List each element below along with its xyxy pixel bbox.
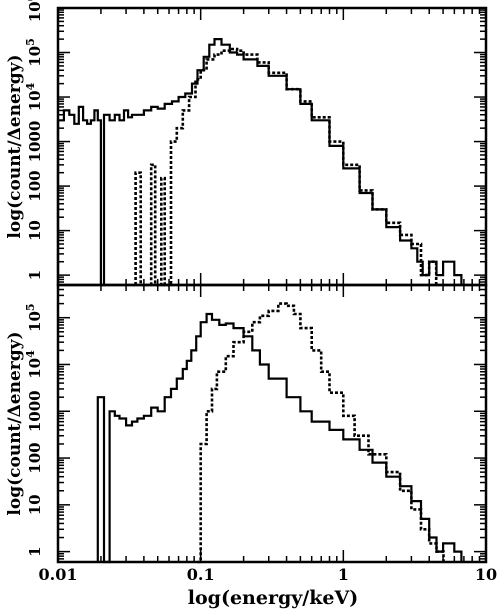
y-tick-label: 100 — [26, 442, 44, 473]
y-tick-label: 10 — [26, 494, 44, 515]
top-panel: 1 10 100 1000 104 105 106 log(count/Δenergy) — [5, 0, 488, 287]
y-tick-label: 1000 — [26, 390, 44, 432]
y-tick-label: 105 — [24, 303, 44, 332]
y-tick-label: 1 — [26, 546, 44, 556]
y-tick-label: 104 — [24, 350, 44, 379]
y-tick-label: 100 — [26, 170, 44, 201]
solid-series-line — [96, 312, 463, 564]
y-tick-label: 1 — [26, 270, 44, 280]
y-tick-label: 10 — [26, 220, 44, 241]
x-tick-label: 1 — [338, 565, 349, 584]
dashed-series-line — [197, 302, 445, 564]
y-axis-label: log(count/Δenergy) — [5, 54, 25, 238]
x-tick-label: 10 — [475, 565, 497, 584]
y-tick-label: 105 — [24, 38, 44, 67]
y-axis-label: log(count/Δenergy) — [5, 331, 25, 515]
solid-series-line — [56, 38, 463, 287]
y-tick-label: 104 — [24, 82, 44, 111]
y-tick-label: 1000 — [26, 121, 44, 163]
x-axis-label: log(energy/keV) — [188, 587, 358, 609]
plot-frame — [56, 283, 488, 564]
shared-x-axis: 0.01 0.1 1 10 — [39, 565, 498, 584]
dashed-series-line — [134, 47, 438, 287]
x-tick-label: 0.01 — [39, 565, 78, 584]
y-tick-label: 106 — [24, 0, 44, 22]
x-tick-label: 0.1 — [187, 565, 215, 584]
